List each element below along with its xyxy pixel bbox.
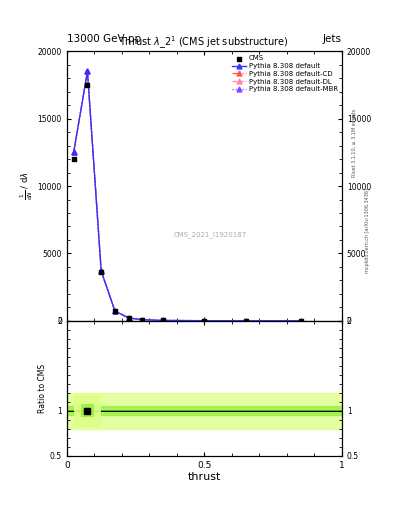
- Pythia 8.308 default-DL: [72, 150, 76, 156]
- Pythia 8.308 default: [298, 318, 303, 324]
- Bar: [67, 406, 342, 415]
- Pythia 8.308 default-CD: [140, 316, 145, 323]
- Pythia 8.308 default-CD: [202, 317, 207, 324]
- Pythia 8.308 default-DL: [202, 317, 207, 324]
- Pythia 8.308 default-DL: [127, 315, 131, 321]
- Pythia 8.308 default-MBR: [243, 318, 248, 324]
- Pythia 8.308 default-DL: [161, 317, 165, 324]
- Pythia 8.308 default-MBR: [127, 315, 131, 321]
- Pythia 8.308 default: [202, 317, 207, 324]
- Pythia 8.308 default-CD: [127, 315, 131, 321]
- Pythia 8.308 default-CD: [72, 150, 76, 156]
- Pythia 8.308 default-DL: [140, 316, 145, 323]
- Pythia 8.308 default-MBR: [113, 308, 118, 314]
- Title: Thrust $\lambda\_2^1$ (CMS jet substructure): Thrust $\lambda\_2^1$ (CMS jet substruct…: [119, 35, 289, 51]
- CMS: [242, 317, 249, 325]
- CMS: [112, 307, 118, 315]
- Line: Pythia 8.308 default: Pythia 8.308 default: [71, 69, 303, 323]
- Pythia 8.308 default-CD: [298, 318, 303, 324]
- Pythia 8.308 default-DL: [243, 318, 248, 324]
- Pythia 8.308 default: [85, 68, 90, 74]
- Text: CMS_2021_I1920187: CMS_2021_I1920187: [173, 231, 246, 238]
- Pythia 8.308 default: [140, 316, 145, 323]
- Pythia 8.308 default-MBR: [161, 317, 165, 324]
- Pythia 8.308 default: [243, 318, 248, 324]
- CMS: [201, 316, 208, 325]
- Line: Pythia 8.308 default-MBR: Pythia 8.308 default-MBR: [71, 69, 303, 323]
- Pythia 8.308 default-DL: [113, 308, 118, 314]
- Pythia 8.308 default-CD: [113, 308, 118, 314]
- CMS: [126, 314, 132, 322]
- Text: 13000 GeV pp: 13000 GeV pp: [67, 33, 141, 44]
- Line: Pythia 8.308 default-CD: Pythia 8.308 default-CD: [71, 69, 303, 323]
- Pythia 8.308 default: [127, 315, 131, 321]
- Pythia 8.308 default-DL: [298, 318, 303, 324]
- Pythia 8.308 default-DL: [99, 268, 104, 274]
- Pythia 8.308 default-CD: [85, 68, 90, 74]
- Text: mcplots.cern.ch [arXiv:1306.3436]: mcplots.cern.ch [arXiv:1306.3436]: [365, 188, 371, 273]
- Pythia 8.308 default-MBR: [85, 68, 90, 74]
- CMS: [71, 155, 77, 163]
- Bar: [67, 393, 342, 429]
- CMS: [160, 316, 166, 325]
- X-axis label: thrust: thrust: [188, 472, 221, 482]
- Text: Rivet 3.1.10, ≥ 3.1M events: Rivet 3.1.10, ≥ 3.1M events: [352, 109, 357, 178]
- CMS: [298, 317, 304, 325]
- Bar: [74, 395, 101, 427]
- Pythia 8.308 default: [113, 308, 118, 314]
- Line: Pythia 8.308 default-DL: Pythia 8.308 default-DL: [71, 69, 303, 323]
- CMS: [140, 316, 146, 324]
- CMS: [84, 81, 90, 89]
- Pythia 8.308 default-MBR: [99, 268, 104, 274]
- CMS: [98, 268, 105, 276]
- Text: Jets: Jets: [323, 33, 342, 44]
- Pythia 8.308 default-DL: [85, 68, 90, 74]
- Legend: CMS, Pythia 8.308 default, Pythia 8.308 default-CD, Pythia 8.308 default-DL, Pyt: CMS, Pythia 8.308 default, Pythia 8.308 …: [229, 53, 340, 95]
- Y-axis label: $\frac{1}{\mathrm{d}N}\ /\ \mathrm{d}\lambda$: $\frac{1}{\mathrm{d}N}\ /\ \mathrm{d}\la…: [18, 172, 35, 200]
- Pythia 8.308 default: [161, 317, 165, 324]
- Pythia 8.308 default-MBR: [140, 316, 145, 323]
- Pythia 8.308 default-MBR: [72, 150, 76, 156]
- Y-axis label: Ratio to CMS: Ratio to CMS: [38, 364, 47, 413]
- Pythia 8.308 default-CD: [161, 317, 165, 324]
- Pythia 8.308 default-CD: [99, 268, 104, 274]
- Pythia 8.308 default: [99, 268, 104, 274]
- Pythia 8.308 default: [72, 150, 76, 156]
- Pythia 8.308 default-MBR: [202, 317, 207, 324]
- Bar: [81, 404, 94, 417]
- Pythia 8.308 default-CD: [243, 318, 248, 324]
- Pythia 8.308 default-MBR: [298, 318, 303, 324]
